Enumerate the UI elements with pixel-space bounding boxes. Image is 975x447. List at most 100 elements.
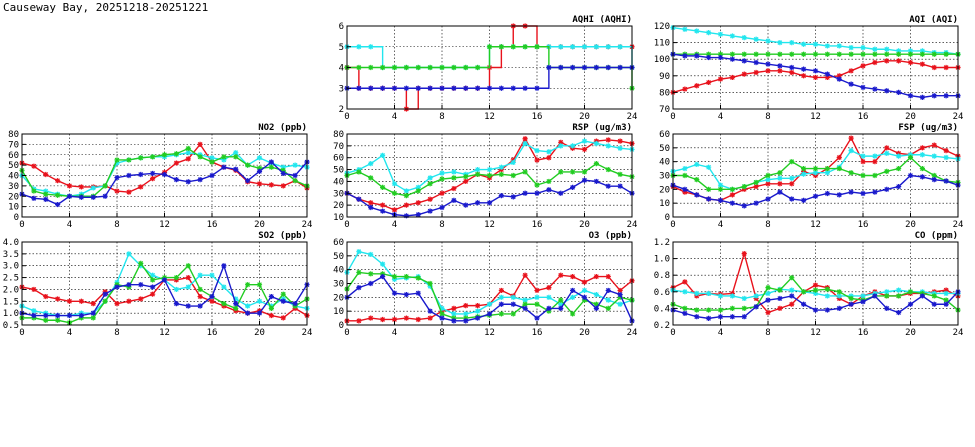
fsp-data-point: [753, 183, 759, 190]
rsp-data-point: [380, 202, 386, 208]
aqhi-data-point: [593, 44, 599, 50]
no2-data-point: [31, 188, 37, 194]
fsp-data-point: [706, 164, 712, 170]
so2-data-point: [31, 286, 37, 293]
rsp-data-point: [415, 188, 421, 194]
aqi-data-point: [717, 54, 724, 61]
fsp-data-point: [848, 148, 854, 154]
no2-data-point: [66, 183, 73, 189]
o3-x-tick-label: 4: [392, 328, 397, 338]
page-title: Causeway Bay, 20251218-20251221: [3, 1, 209, 14]
fsp-data-point: [682, 186, 688, 192]
co-data-point: [706, 315, 712, 321]
no2-data-point: [55, 192, 61, 198]
rsp-data-point: [415, 212, 421, 218]
o3-data-point: [546, 305, 552, 311]
fsp-data-point: [931, 142, 937, 148]
o3-data-point: [570, 294, 576, 300]
rsp-data-point: [534, 182, 540, 188]
aqi-data-point: [848, 44, 854, 51]
aqi-data-point: [777, 63, 783, 69]
co-x-tick-label: 4: [718, 328, 723, 338]
rsp-data-point: [451, 185, 457, 192]
aqhi-data-point: [439, 85, 445, 91]
no2-data-point: [161, 152, 168, 158]
rsp-data-point: [605, 137, 611, 143]
rsp-data-point: [403, 193, 409, 199]
aqi-data-point: [860, 51, 866, 57]
fsp-data-point: [777, 175, 783, 181]
co-data-point: [789, 293, 795, 299]
co-data-point: [836, 305, 842, 311]
rsp-data-point: [427, 196, 433, 202]
co-data-point: [741, 295, 747, 302]
aqi-x-tick-label: 4: [718, 112, 723, 122]
aqi-data-point: [812, 51, 819, 57]
rsp-data-point: [546, 187, 552, 193]
so2-data-point: [90, 315, 96, 321]
aqi-chart-title: AQI (AQI): [909, 15, 958, 25]
rsp-data-point: [427, 181, 433, 187]
no2-data-point: [245, 162, 251, 168]
aqhi-data-point: [356, 85, 362, 91]
no2-y-tick-label: 70: [8, 140, 19, 150]
o3-data-point: [534, 301, 540, 307]
fsp-data-point: [789, 181, 795, 187]
aqhi-data-point: [498, 85, 504, 91]
aqi-data-point: [943, 64, 949, 71]
aqhi-data-point: [368, 64, 374, 71]
o3-data-point: [486, 301, 493, 307]
no2-data-point: [256, 168, 263, 174]
o3-data-point: [522, 272, 528, 278]
no2-data-point: [292, 162, 298, 168]
so2-x-tick-label: 8: [114, 328, 119, 338]
aqhi-x-tick-label: 16: [532, 112, 543, 122]
aqi-data-point: [706, 54, 712, 61]
rsp-data-point: [380, 152, 386, 158]
co-data-point: [943, 290, 949, 297]
so2-data-point: [185, 274, 191, 281]
o3-data-point: [617, 301, 623, 307]
fsp-chart: 0 4 8 12 16 20 24 0 10 20 30 40 50 60 FSP (ug/m3): [659, 123, 963, 230]
rsp-data-point: [534, 148, 540, 154]
no2-data-point: [209, 159, 215, 165]
fsp-data-point: [848, 189, 854, 195]
no2-data-point: [185, 156, 191, 162]
so2-data-point: [66, 298, 73, 304]
co-chart-title: CO (ppm): [915, 231, 958, 241]
no2-data-point: [292, 178, 298, 184]
aqi-data-point: [753, 59, 759, 66]
fsp-data-point: [812, 172, 819, 179]
fsp-data-point: [729, 186, 735, 192]
co-data-point: [860, 293, 866, 299]
o3-data-point: [463, 318, 469, 324]
aqhi-data-point: [415, 85, 421, 91]
no2-data-point: [126, 172, 132, 179]
aqhi-y-tick-label: 4: [339, 64, 344, 74]
fsp-x-tick-label: 12: [810, 220, 821, 230]
fsp-data-point: [907, 154, 914, 161]
rsp-data-point: [510, 194, 516, 200]
fsp-y-tick-label: 60: [659, 130, 670, 140]
co-x-tick-label: 8: [765, 328, 770, 338]
aqhi-data-point: [581, 64, 588, 71]
rsp-data-point: [475, 171, 481, 177]
aqi-data-point: [765, 51, 771, 57]
aqhi-data-point: [534, 44, 540, 50]
so2-data-point: [126, 282, 132, 288]
so2-data-point: [233, 305, 239, 311]
aqi-data-point: [741, 71, 747, 77]
co-data-point: [741, 251, 747, 257]
aqi-x-tick-label: 8: [765, 112, 770, 122]
no2-data-point: [114, 160, 120, 166]
co-data-point: [753, 304, 759, 310]
o3-data-point: [558, 297, 564, 303]
no2-data-point: [102, 183, 108, 189]
so2-data-point: [173, 286, 179, 293]
fsp-data-point: [741, 186, 747, 192]
aqhi-data-point: [581, 44, 588, 50]
no2-data-point: [185, 145, 191, 152]
so2-x-tick-label: 12: [159, 328, 170, 338]
rsp-data-point: [403, 213, 409, 219]
co-data-point: [836, 293, 842, 299]
